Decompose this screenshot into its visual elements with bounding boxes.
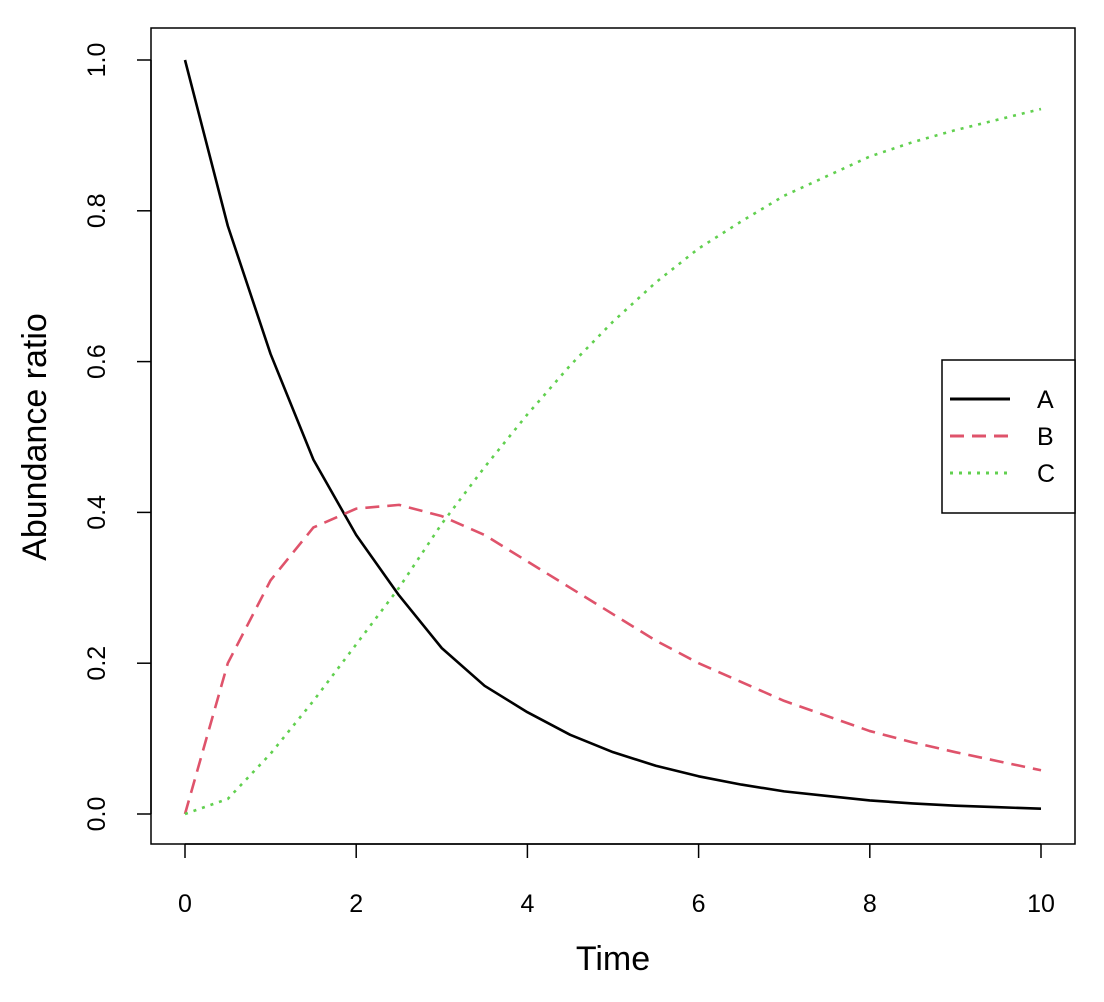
x-tick-label: 8 [863,890,877,918]
x-axis-title: Time [576,940,650,978]
series-line-c [184,107,1042,816]
x-tick-label: 10 [1027,890,1055,918]
series-line-a [183,59,1042,811]
legend: ABC [941,359,1076,514]
y-axis-title: Abundance ratio [16,313,54,561]
y-tick-label: 0.0 [83,797,111,832]
x-tick-label: 2 [349,890,363,918]
series-line-b [183,503,1042,815]
y-tick-label: 0.2 [83,646,111,681]
legend-label-a: A [1037,386,1054,414]
legend-label-b: B [1037,423,1054,451]
plot-frame [150,27,1076,845]
legend-box [941,359,1076,514]
y-tick-label: 0.6 [83,344,111,379]
legend-label-c: C [1037,460,1055,488]
y-tick-label: 0.8 [83,193,111,228]
y-tick-label: 0.4 [83,495,111,530]
x-tick-label: 4 [520,890,534,918]
y-axis: 0.0 0.2 0.4 0.6 0.8 1.0 [83,43,152,832]
x-tick-label: 6 [692,890,706,918]
series-layer [183,59,1042,816]
x-tick-label: 0 [178,890,192,918]
x-axis: 0 2 4 6 8 10 [178,843,1055,918]
y-tick-label: 1.0 [83,43,111,78]
